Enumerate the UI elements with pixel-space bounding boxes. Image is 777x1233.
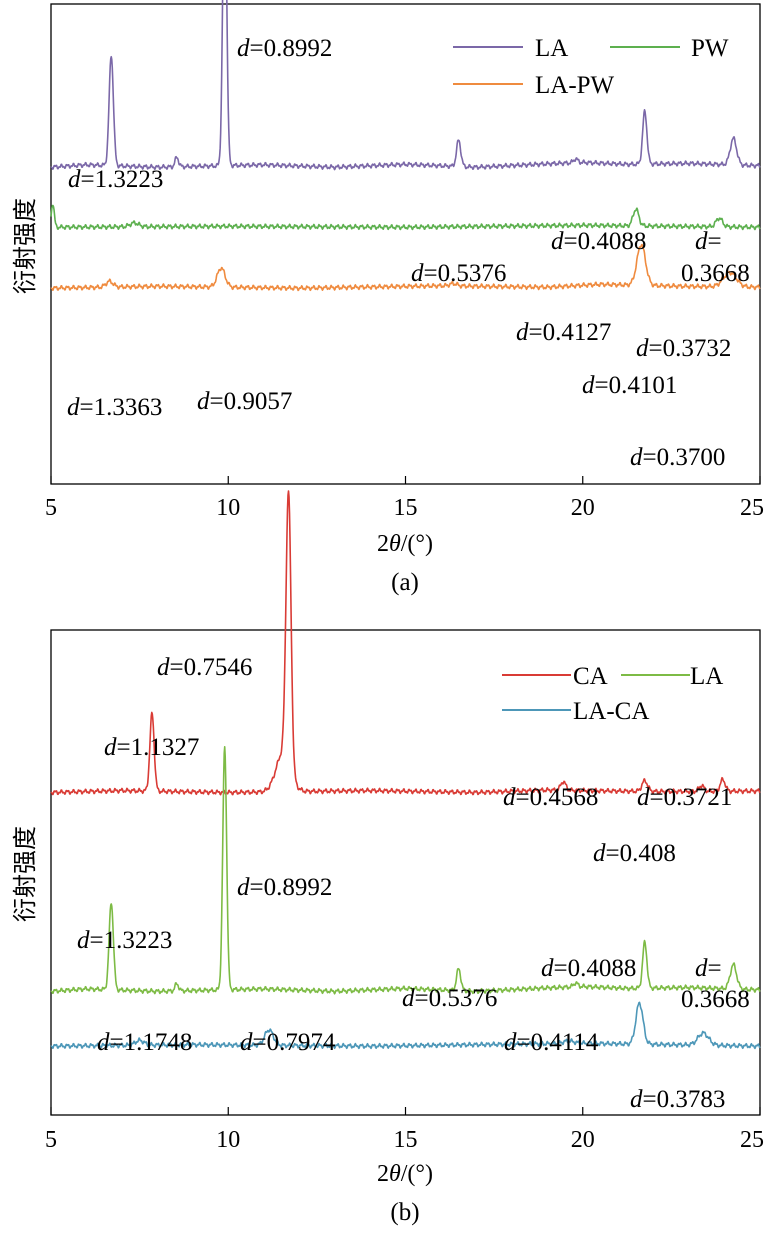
d-annotation: d=0.3721 (637, 784, 732, 811)
x-tick-label-b: 15 (394, 1127, 418, 1153)
x-axis-label-a: 2θ/(°) (377, 531, 433, 557)
d-annotation: d=1.1327 (104, 734, 199, 761)
d-annotation: d= (695, 955, 722, 982)
d-annotation: d=0.7974 (240, 1029, 336, 1056)
x-tick-labels-b: 5 10 15 20 25 (45, 1127, 764, 1153)
x-tick-labels-a: 5 10 15 20 25 (45, 495, 764, 521)
x-tick-label-a: 5 (45, 495, 57, 521)
x-tick-label-a: 15 (394, 495, 418, 521)
d-annotation: d=0.8992 (237, 874, 332, 901)
x-tick-label-b: 25 (740, 1127, 764, 1153)
d-annotation: d=0.4127 (516, 319, 611, 346)
d-annotation: d=0.408 (593, 840, 676, 867)
series-line-la-a (50, 0, 761, 171)
d-annotation: d=0.9057 (197, 388, 292, 415)
series-line-ca-b (50, 490, 761, 796)
d-annotation: d=0.3732 (636, 335, 731, 362)
d-annotation: d=0.4088 (541, 955, 636, 982)
d-annotation: d=1.3223 (68, 166, 163, 193)
series-line-pw-a (50, 204, 761, 231)
legend-label-la: LA (535, 35, 568, 62)
x-tick-label-b: 10 (216, 1127, 240, 1153)
legend-label-la-ca: LA-CA (573, 698, 649, 725)
panel-a: 5 10 15 20 25 2θ/(°) 衍射强度 (a) LA PW LA-P… (11, 0, 764, 596)
d-annotation: d=0.4101 (582, 372, 677, 399)
d-annotation: 0.3668 (681, 260, 750, 287)
d-annotation: d=0.7546 (157, 654, 252, 681)
x-ticks-a (50, 476, 761, 484)
legend-b: CA LA LA-CA (502, 663, 723, 725)
d-annotation: d=1.3223 (77, 927, 172, 954)
series-line-la-pw-a (50, 243, 761, 292)
d-annotation: 0.3668 (681, 986, 750, 1013)
x-axis-label-b: 2θ/(°) (377, 1161, 433, 1187)
d-annotation: d=0.5376 (411, 260, 506, 287)
series-line-la-b (50, 746, 761, 995)
y-axis-label-b: 衍射强度 (11, 826, 39, 922)
peak-annotations-b: d=0.7546 d=1.1327 d=0.4568 d=0.3721 d=0.… (77, 654, 750, 1113)
d-annotation: d=0.3783 (630, 1086, 725, 1113)
x-ticks-b (50, 1107, 761, 1115)
legend-label-la-pw: LA-PW (535, 72, 615, 99)
x-tick-label-a: 25 (740, 495, 764, 521)
y-axis-label-a: 衍射强度 (11, 198, 39, 294)
d-annotation: d=0.5376 (402, 985, 497, 1012)
d-annotation: d=0.3700 (630, 444, 725, 471)
caption-b: (b) (390, 1199, 419, 1226)
d-annotation: d=1.3363 (67, 394, 162, 421)
legend-label-la-b: LA (690, 663, 723, 690)
d-annotation: d=0.8992 (237, 35, 332, 62)
x-tick-label-b: 20 (571, 1127, 595, 1153)
peak-annotations-a: d=0.8992 d=1.3223 d=0.4088 d= 0.3668 d=0… (67, 35, 750, 471)
legend-label-pw: PW (691, 35, 729, 62)
x-tick-label-a: 10 (216, 495, 240, 521)
caption-a: (a) (391, 569, 419, 596)
x-tick-label-b: 5 (45, 1127, 57, 1153)
legend-a: LA PW LA-PW (453, 35, 729, 99)
series-line-la-ca-b (50, 1001, 761, 1050)
d-annotation: d= (695, 228, 722, 255)
legend-label-ca: CA (573, 663, 608, 690)
x-tick-label-a: 20 (571, 495, 595, 521)
d-annotation: d=0.4568 (503, 784, 598, 811)
d-annotation: d=0.4088 (551, 228, 646, 255)
d-annotation: d=0.4114 (504, 1029, 599, 1056)
panel-b: 5 10 15 20 25 2θ/(°) 衍射强度 (b) CA LA LA-C… (11, 490, 764, 1226)
d-annotation: d=1.1748 (97, 1029, 192, 1056)
